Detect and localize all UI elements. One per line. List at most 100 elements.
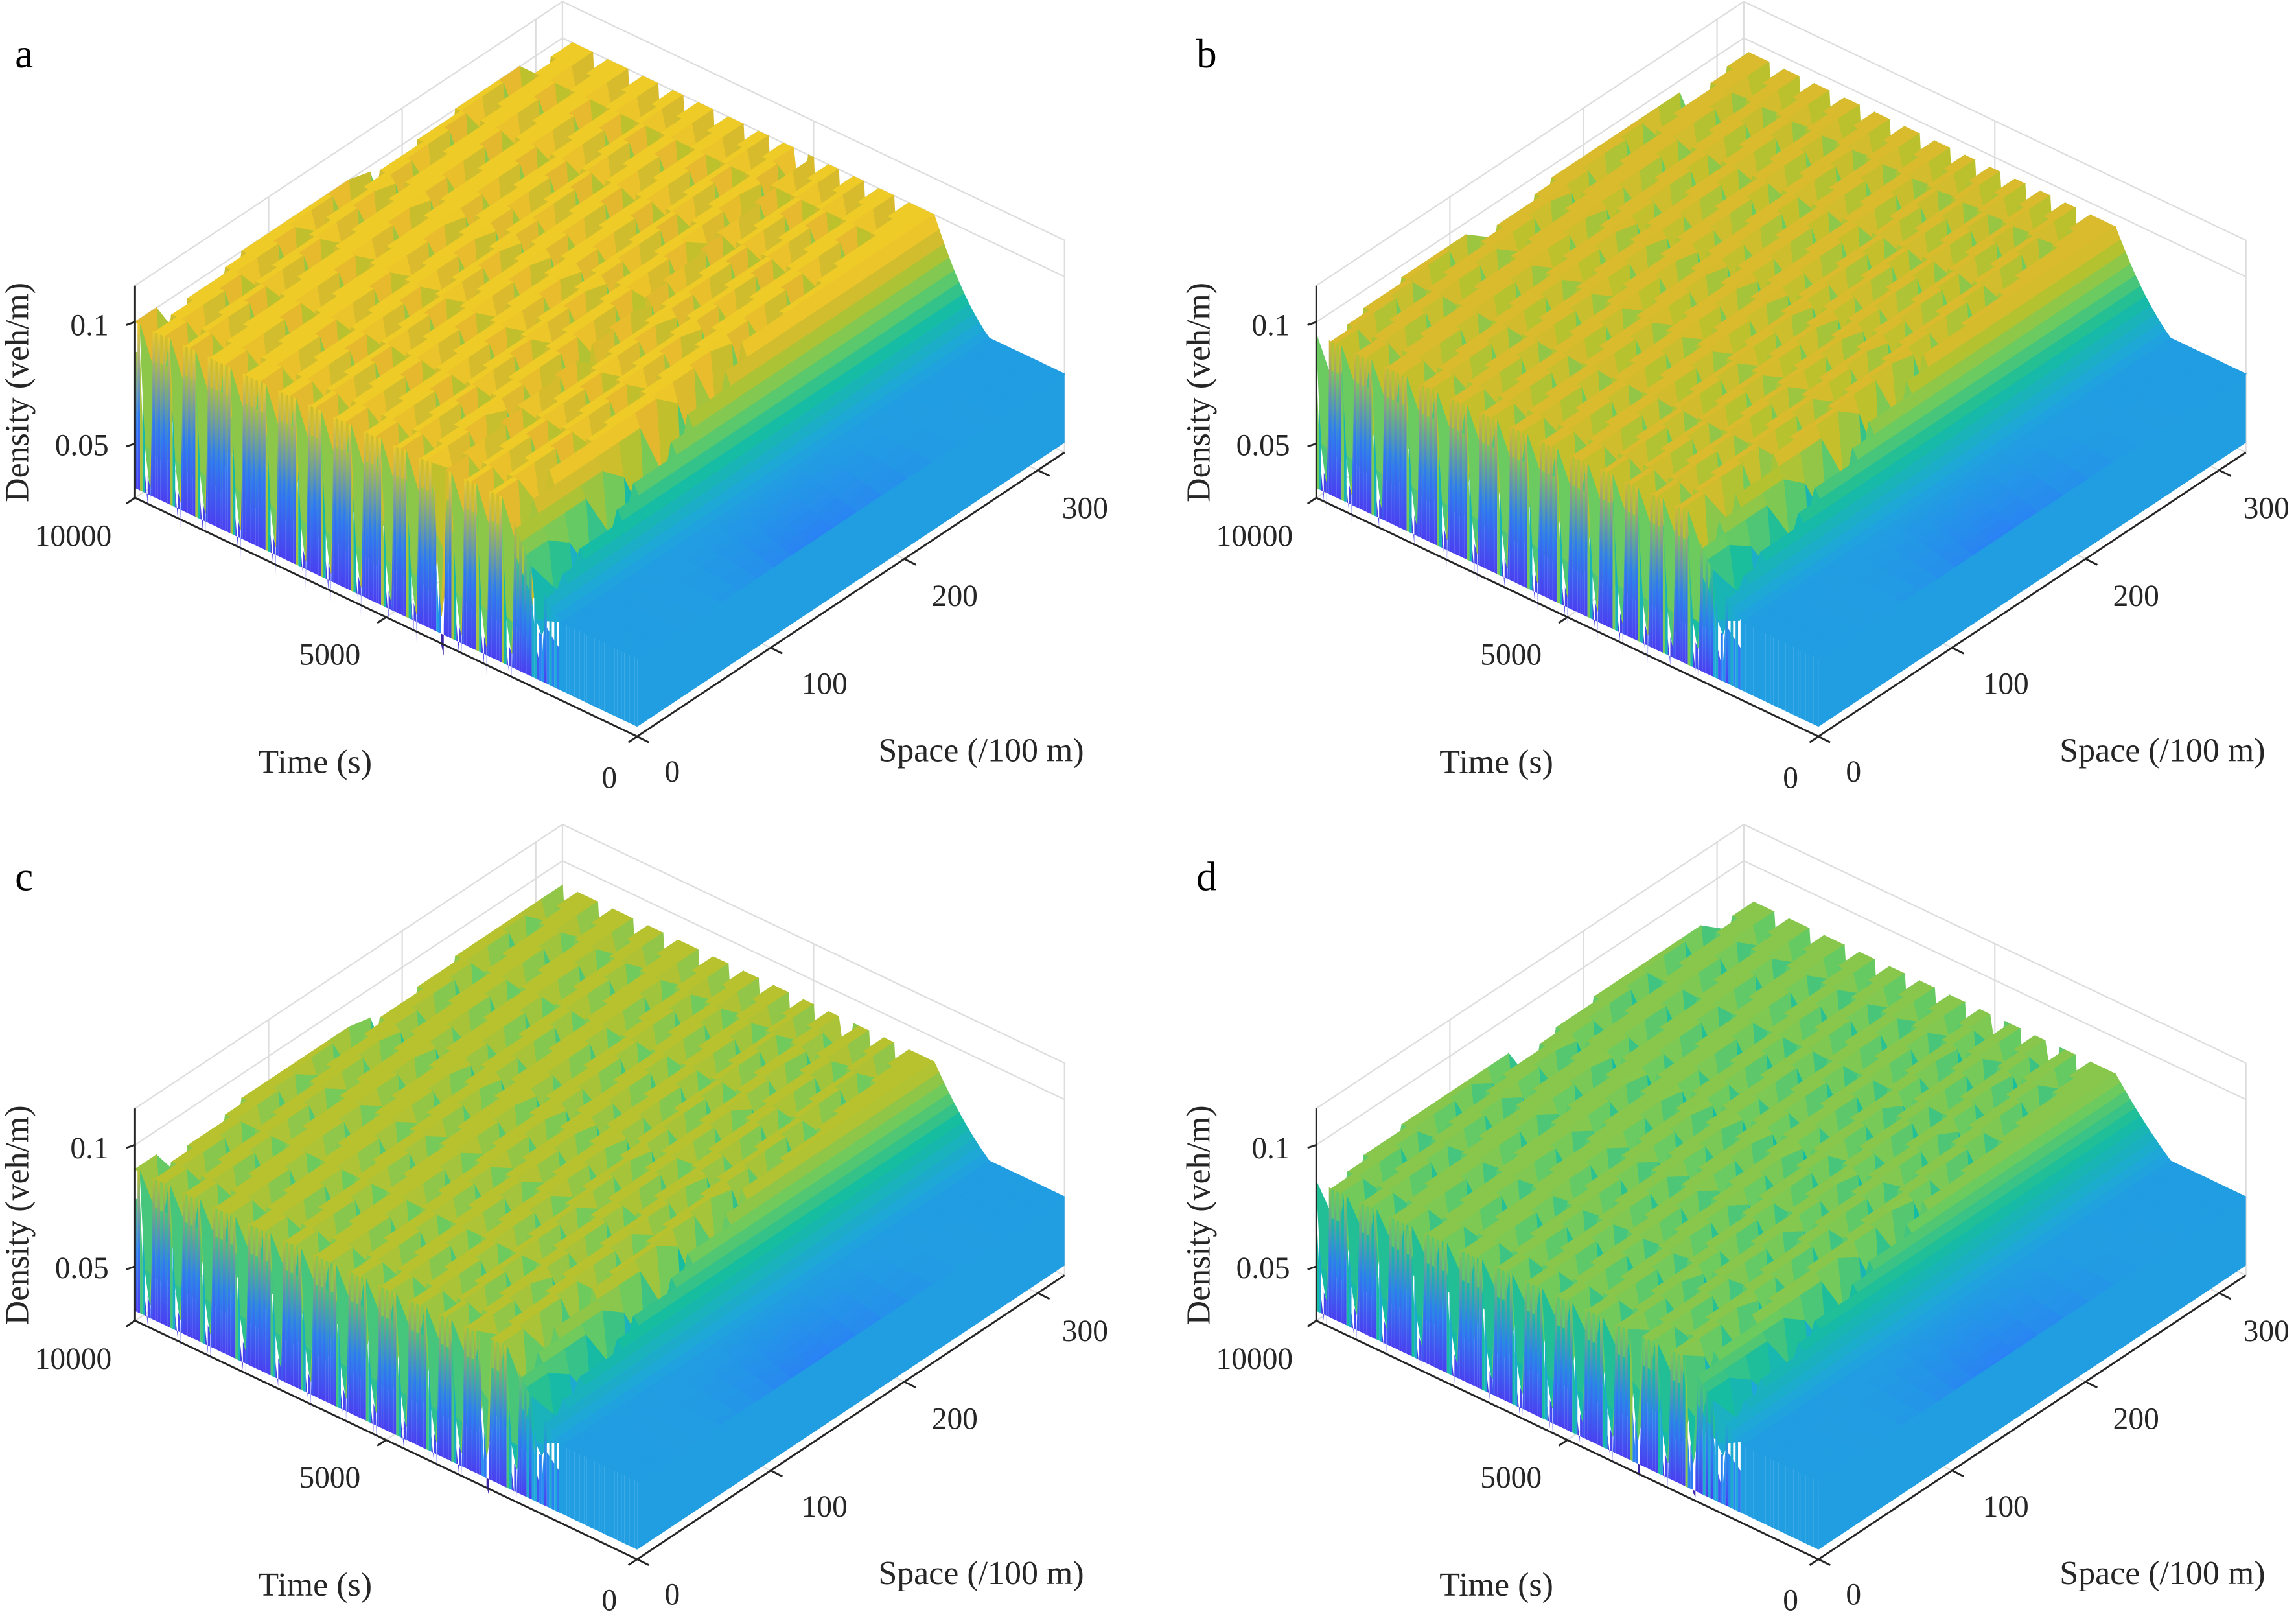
wall-segment: [1600, 469, 1603, 624]
wall-segment: [157, 333, 161, 500]
wall-segment: [1509, 426, 1513, 581]
wall-segment: [373, 435, 377, 603]
wall-segment: [1808, 653, 1811, 723]
time-tick: [1809, 735, 1819, 743]
wall-segment: [584, 633, 587, 703]
wall-segment: [546, 627, 550, 685]
wall-segment: [1389, 369, 1392, 524]
wall-segment: [531, 596, 535, 678]
z-tick: [126, 321, 135, 326]
wall-segment: [1730, 603, 1734, 686]
wall-segment: [1384, 366, 1387, 522]
wall-segment: [491, 520, 494, 659]
wall-segment: [1334, 342, 1337, 498]
wall-segment: [1708, 589, 1711, 676]
wall-segment: [368, 433, 371, 601]
wall-segment: [1459, 402, 1463, 557]
wall-segment: [592, 636, 595, 707]
panel-label: a: [15, 31, 33, 76]
density-surface: [133, 884, 1066, 1482]
z-tick-label: 0.05: [1236, 429, 1290, 463]
wall-segment: [1765, 633, 1768, 703]
wall-segment: [1549, 445, 1553, 601]
wall-segment: [1788, 643, 1791, 714]
wall-segment: [1489, 416, 1492, 572]
wall-segment: [419, 456, 421, 624]
wall-segment: [1805, 651, 1809, 722]
wall-segment: [1618, 614, 1620, 642]
space-tick-label: 0: [1846, 755, 1861, 789]
wall-segment: [446, 499, 449, 638]
wall-segment: [1680, 507, 1683, 662]
wall-segment: [1411, 516, 1415, 544]
wall-segment: [1376, 499, 1380, 528]
wall-segment: [1419, 383, 1422, 539]
wall-segment: [1800, 649, 1803, 720]
wall-segment: [1793, 646, 1796, 716]
wall-segment: [1524, 433, 1527, 589]
wall-segment: [481, 634, 484, 666]
wall-segment: [1700, 543, 1703, 672]
wall-segment: [1336, 373, 1339, 499]
wall-segment: [1630, 483, 1633, 639]
wall-segment: [310, 434, 314, 573]
wall-segment: [1522, 461, 1525, 587]
time-tick-label: 10000: [1216, 520, 1293, 554]
wall-segment: [574, 628, 577, 699]
wall-segment: [1331, 370, 1334, 496]
wall-segment: [1776, 637, 1779, 708]
wall-segment: [431, 492, 434, 630]
wall-segment: [1520, 430, 1522, 586]
wall-segment: [316, 437, 319, 576]
wall-segment: [1502, 559, 1505, 588]
wall-segment: [1693, 648, 1696, 672]
wall-segment: [1720, 631, 1723, 682]
wall-segment: [1667, 638, 1671, 666]
wall-segment: [1514, 428, 1518, 584]
wall-segment: [1735, 611, 1739, 689]
wall-segment: [1610, 473, 1613, 629]
wall-segment: [1328, 340, 1332, 496]
wall-segment: [1768, 634, 1771, 705]
wall-segment: [270, 534, 273, 565]
wall-segment: [242, 373, 246, 541]
space-tick-label: 100: [802, 668, 848, 701]
wall-segment: [1399, 373, 1402, 529]
wall-segment: [1627, 511, 1630, 638]
wall-segment: [1682, 537, 1686, 664]
wall-segment: [1512, 456, 1515, 583]
space-tick-label: 200: [932, 579, 978, 613]
wall-segment: [325, 560, 329, 592]
z-tick-label: 0.1: [70, 309, 108, 342]
wall-segment: [612, 646, 615, 716]
wall-segment: [1442, 530, 1444, 559]
wall-segment: [338, 419, 341, 586]
wall-segment: [1685, 509, 1688, 665]
wall-segment: [474, 483, 477, 651]
wall-segment: [614, 647, 618, 718]
wall-segment: [582, 631, 585, 702]
wall-segment: [617, 648, 620, 719]
wall-segment: [258, 380, 261, 548]
wall-segment: [601, 641, 605, 712]
wall-segment: [1362, 384, 1364, 511]
wall-segment: [549, 602, 552, 686]
wall-segment: [1457, 430, 1460, 556]
wall-segment: [1652, 523, 1656, 649]
wall-segment: [1321, 473, 1324, 502]
wall-segment: [1363, 356, 1367, 512]
wall-segment: [1582, 489, 1585, 616]
wall-segment: [539, 632, 542, 682]
wall-segment: [529, 561, 532, 677]
wall-segment: [1401, 404, 1404, 530]
wall-segment: [1725, 594, 1728, 684]
wall-segment: [1625, 481, 1628, 637]
wall-segment: [463, 478, 467, 646]
grid-line: [134, 1, 563, 286]
wall-segment: [1702, 578, 1706, 673]
wall-segment: [1602, 499, 1605, 625]
wall-segment: [1743, 622, 1746, 692]
wall-segment: [1770, 635, 1774, 706]
